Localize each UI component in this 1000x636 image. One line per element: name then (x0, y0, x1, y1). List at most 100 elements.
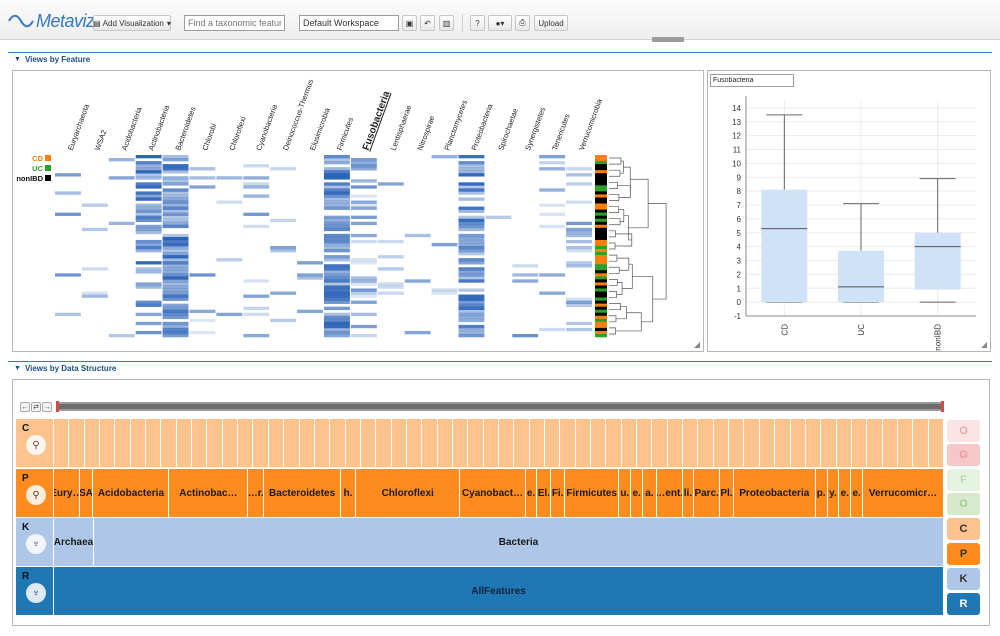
icicle-node-class[interactable] (529, 419, 545, 467)
icicle-node-class[interactable] (207, 419, 223, 467)
icicle-node-class[interactable] (345, 419, 361, 467)
heatmap-column-label[interactable]: Cyanobacteria (254, 102, 279, 151)
icicle-node[interactable]: Pl. (720, 469, 734, 517)
icicle-node[interactable]: Eury… (54, 469, 80, 517)
range-slider-right-handle[interactable] (941, 401, 944, 412)
heatmap-column-label[interactable]: Acidobacteria (120, 105, 144, 152)
icicle-node-class[interactable] (882, 419, 898, 467)
heatmap-column-label[interactable]: WSA2 (93, 129, 109, 152)
level-toggle-button[interactable]: O (947, 493, 980, 515)
heatmap-column-label[interactable]: Lentisphaerae (389, 104, 414, 152)
icicle-node[interactable]: e. (631, 469, 644, 517)
level-badge-class[interactable]: C ⚲ (16, 419, 53, 467)
level-toggle-button[interactable]: K (947, 568, 980, 590)
icicle-node-class[interactable] (759, 419, 776, 467)
scroll-right-button[interactable]: → (42, 402, 52, 412)
scroll-left-button[interactable]: ← (20, 402, 30, 412)
heatmap-column[interactable] (189, 167, 216, 335)
icicle-node-class[interactable] (130, 419, 147, 467)
icicle-node-class[interactable] (330, 419, 346, 467)
icicle-node-class[interactable] (422, 419, 438, 467)
heatmap-column-label[interactable]: Chloroflexi (227, 115, 248, 152)
level-toggle-button[interactable]: G (947, 444, 980, 466)
icicle-node-class[interactable] (729, 419, 745, 467)
icicle-node-class[interactable] (790, 419, 806, 467)
workspace-name-input[interactable] (299, 15, 399, 31)
level-toggle-button[interactable]: R (947, 593, 980, 615)
level-badge-kingdom[interactable]: K ♆ (16, 518, 53, 566)
print-button[interactable]: ⎙ (515, 15, 530, 31)
icicle-node[interactable]: Verrucomicr… (863, 469, 944, 517)
icicle-node[interactable]: e. (839, 469, 852, 517)
heatmap-column[interactable] (55, 173, 81, 317)
icicle-node-class[interactable] (376, 419, 392, 467)
icicle-node-class[interactable] (84, 419, 101, 467)
icicle-node-class[interactable] (69, 419, 85, 467)
icicle-node-class[interactable] (851, 419, 868, 467)
heatmap-column[interactable] (135, 155, 162, 335)
heatmap-column[interactable] (297, 261, 323, 314)
heatmap-column[interactable] (431, 155, 458, 295)
icicle-node[interactable]: Actinobac… (169, 469, 249, 517)
heatmap-column-label[interactable]: Tenericutes (550, 112, 572, 151)
heatmap-column-label[interactable]: Proteobacteria (469, 102, 494, 152)
icicle-node-class[interactable] (115, 419, 131, 467)
heatmap-column[interactable] (539, 155, 566, 332)
heatmap-column[interactable] (81, 203, 108, 298)
icicle-node[interactable]: e. (851, 469, 864, 517)
icicle-node-class[interactable] (146, 419, 162, 467)
resize-grip-icon[interactable] (694, 342, 700, 348)
icicle-node-class[interactable] (867, 419, 883, 467)
views-by-feature-header[interactable]: ▼ Views by Feature (8, 52, 992, 66)
icicle-node-class[interactable] (514, 419, 530, 467)
heatmap-column-label[interactable]: Chlorobi (200, 122, 218, 152)
toolbar-splitter-handle[interactable] (652, 37, 684, 42)
help-button[interactable]: ? (470, 15, 485, 31)
heatmap-column[interactable] (324, 155, 350, 338)
icicle-node[interactable]: e. (525, 469, 538, 517)
level-toggle-button[interactable]: O (947, 420, 980, 442)
save-workspace-button[interactable]: ▣ (402, 15, 417, 31)
icicle-node[interactable]: …r. (248, 469, 265, 517)
heatmap-column-label[interactable]: Euryarchaeota (66, 102, 91, 152)
icicle-node[interactable]: Archaea (54, 518, 94, 566)
icicle-node-class[interactable] (314, 419, 331, 467)
icicle-node[interactable]: a. (643, 469, 657, 517)
icicle-node-class[interactable] (176, 419, 193, 467)
icicle-node-class[interactable] (928, 419, 944, 467)
level-toggle-button[interactable]: C (947, 518, 980, 540)
box-UC[interactable] (838, 203, 884, 303)
icicle-node-class[interactable] (698, 419, 714, 467)
icicle-node[interactable]: Firmicutes (565, 469, 620, 517)
boxplot-feature-input[interactable] (710, 74, 794, 87)
heatmap-column[interactable] (350, 158, 377, 338)
icicle-node[interactable]: Chloroflexi (355, 469, 461, 517)
icicle-node-class[interactable] (161, 419, 177, 467)
heatmap-chart[interactable]: Euryarchaeota WSA2 Acidobacteria Actinobact… (13, 71, 704, 352)
icicle-node-class[interactable] (805, 419, 822, 467)
icicle-node-class[interactable] (683, 419, 699, 467)
icicle-node-class[interactable] (54, 419, 70, 467)
icicle-node-class[interactable] (836, 419, 852, 467)
heatmap-column-label[interactable]: Verrucomicrobia (577, 97, 604, 152)
icicle-node-class[interactable] (545, 419, 561, 467)
feature-search-input[interactable] (184, 15, 285, 31)
box-nonIBD[interactable] (914, 178, 961, 303)
heatmap-column[interactable] (216, 176, 243, 317)
icicle-node[interactable]: Bacteroidetes (264, 469, 342, 517)
icicle-node-class[interactable] (621, 419, 638, 467)
icicle-node-class[interactable] (667, 419, 684, 467)
icicle-node-class[interactable] (452, 419, 469, 467)
icicle-node-class[interactable] (498, 419, 515, 467)
icicle-node[interactable]: SA (79, 469, 94, 517)
heatmap-column[interactable] (162, 155, 189, 338)
icicle-node-class[interactable] (913, 419, 929, 467)
icicle-node-class[interactable] (591, 419, 607, 467)
heatmap-column-label[interactable]: Actinobacteria (147, 103, 172, 152)
icicle-node[interactable]: Cyanobact… (460, 469, 526, 517)
icicle-node[interactable]: Fi. (551, 469, 566, 517)
level-toggle-button[interactable]: F (947, 469, 980, 491)
heatmap-column-label[interactable]: Firmicutes (335, 116, 355, 152)
icicle-node-class[interactable] (483, 419, 499, 467)
icicle-node-class[interactable] (253, 419, 269, 467)
